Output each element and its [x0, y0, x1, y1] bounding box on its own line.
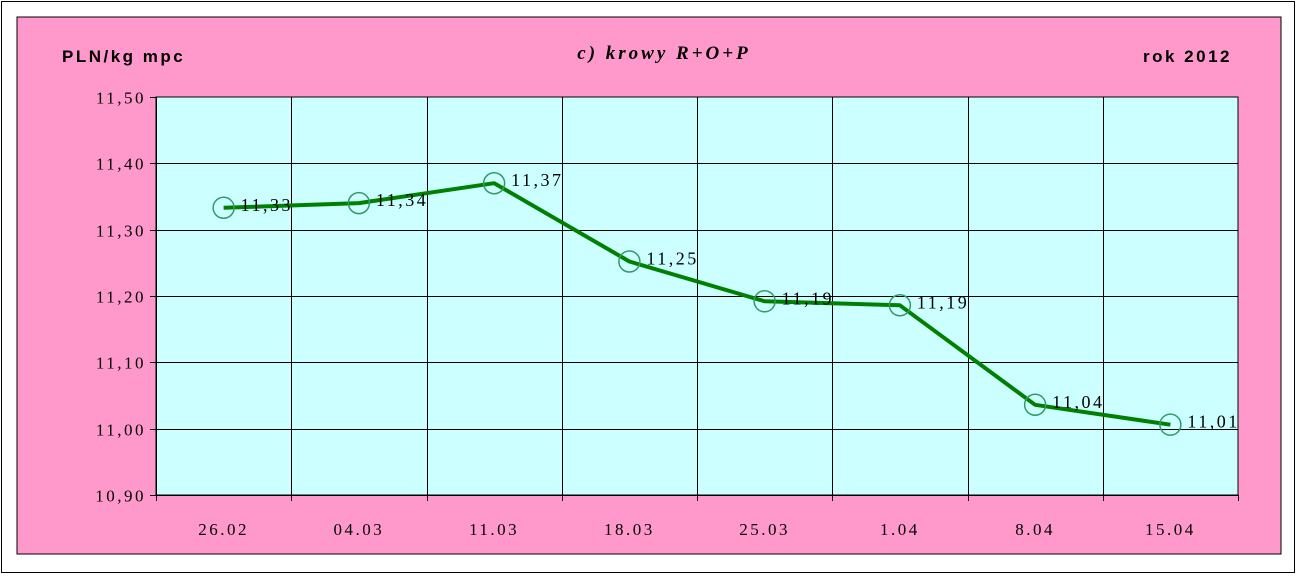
- x-tick-label: 11.03: [469, 520, 519, 539]
- y-axis-unit-label: PLN/kg mpc: [62, 47, 185, 66]
- x-tick-label: 15.04: [1145, 520, 1196, 539]
- y-tick-label: 11,30: [96, 222, 146, 241]
- y-tick-label: 11,10: [96, 354, 146, 373]
- chart-title: c) krowy R+O+P: [577, 43, 750, 64]
- x-tick-label: 25.03: [739, 520, 790, 539]
- y-tick-label: 10,90: [95, 487, 146, 506]
- x-tick-label: 1.04: [880, 520, 920, 539]
- x-tick-label: 18.03: [604, 520, 655, 539]
- y-tick-label: 11,50: [96, 89, 146, 108]
- data-label: 11,37: [511, 170, 563, 190]
- y-tick-label: 11,40: [96, 155, 146, 174]
- x-tick-label: 04.03: [334, 520, 385, 539]
- data-label: 11,19: [917, 292, 969, 312]
- y-tick-label: 11,20: [96, 288, 146, 307]
- data-label: 11,34: [376, 190, 428, 210]
- data-label: 11,01: [1187, 412, 1239, 432]
- year-label: rok 2012: [1143, 47, 1232, 66]
- data-label: 11,33: [241, 195, 293, 215]
- data-label: 11,04: [1052, 392, 1104, 412]
- data-label: 11,25: [646, 249, 698, 269]
- y-tick-label: 11,00: [96, 421, 146, 440]
- x-tick-label: 26.02: [198, 520, 249, 539]
- data-label: 11,19: [782, 288, 834, 308]
- x-tick-label: 8.04: [1015, 520, 1055, 539]
